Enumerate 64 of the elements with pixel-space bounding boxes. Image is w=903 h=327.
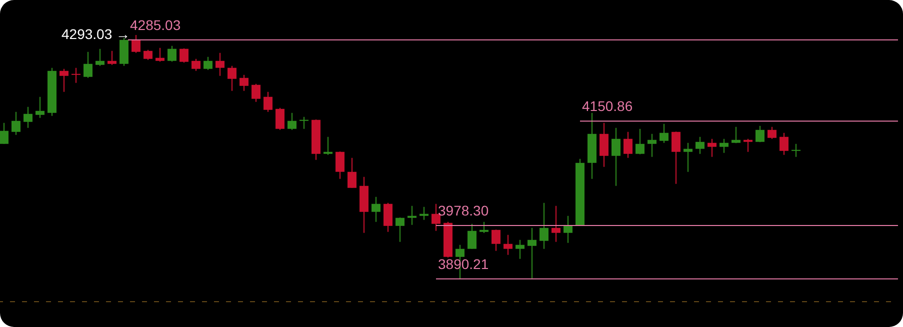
candlestick	[60, 68, 68, 92]
candlestick	[204, 56, 212, 70]
candlestick	[744, 138, 752, 152]
candlestick	[288, 112, 296, 130]
candlestick	[720, 138, 728, 154]
candlestick	[84, 51, 92, 78]
candlestick	[216, 52, 224, 76]
candlestick	[108, 50, 116, 66]
candlestick	[12, 111, 20, 136]
candlestick	[684, 142, 692, 172]
candlestick	[192, 58, 200, 72]
candlestick	[420, 206, 428, 220]
candlestick	[636, 128, 644, 155]
candlestick	[300, 116, 308, 130]
candlestick	[372, 196, 380, 222]
ref-line-label: 4150.86	[582, 98, 633, 114]
candlestick	[36, 96, 44, 118]
candlestick	[624, 131, 632, 158]
ref-line-label: 3978.30	[438, 202, 489, 219]
candlestick	[252, 83, 260, 102]
candlestick	[564, 215, 572, 244]
candlestick	[336, 151, 344, 180]
candlestick	[696, 136, 704, 154]
candlestick	[24, 106, 32, 128]
candlestick	[552, 205, 560, 242]
candlestick	[732, 126, 740, 144]
candlestick	[516, 239, 524, 260]
candlestick	[0, 122, 8, 144]
candlestick	[144, 49, 152, 60]
candlestick	[540, 202, 548, 250]
candlestick	[708, 138, 716, 158]
candlestick	[600, 122, 608, 168]
candlestick	[648, 133, 656, 158]
candlestick	[480, 221, 488, 234]
candlestick	[72, 67, 80, 84]
candlestick	[156, 47, 164, 62]
ref-line-label: 4285.03	[130, 16, 181, 33]
candlestick	[504, 234, 512, 256]
candlestick	[768, 126, 776, 140]
candlestick	[324, 136, 332, 156]
candlestick	[276, 107, 284, 130]
candlestick	[132, 34, 140, 54]
candlestick	[264, 91, 272, 112]
candlestick	[384, 202, 392, 232]
candlestick	[660, 123, 668, 144]
candlestick	[780, 132, 788, 156]
candlestick	[96, 48, 104, 66]
candlestick	[240, 74, 248, 92]
candlestick	[612, 127, 620, 186]
annotation: 4293.03 →	[62, 26, 130, 42]
candlestick	[180, 48, 188, 64]
candlestick	[756, 125, 764, 143]
candlestick	[120, 38, 128, 66]
candlestick	[528, 227, 536, 279]
candlestick	[408, 205, 416, 226]
candlestick	[228, 65, 236, 92]
candlestick	[168, 45, 176, 62]
candlestick	[672, 131, 680, 184]
candlestick	[792, 143, 800, 158]
candlestick	[348, 157, 356, 188]
candlestick	[396, 217, 404, 242]
candlestick	[468, 223, 476, 250]
candlestick	[492, 229, 500, 252]
candlestick	[432, 203, 440, 232]
